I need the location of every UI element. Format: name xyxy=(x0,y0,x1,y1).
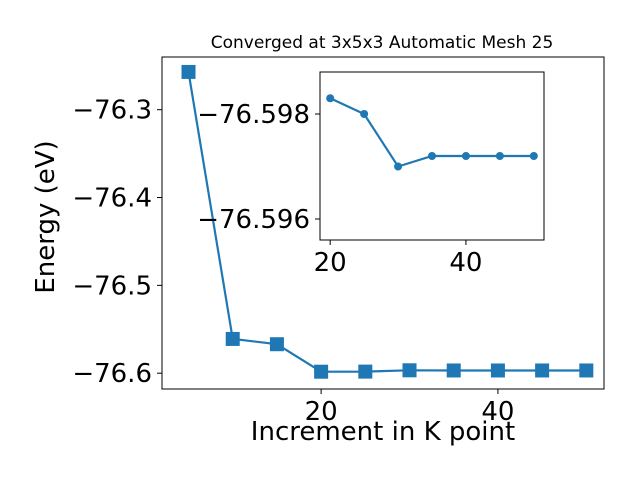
inset-chart: 20 40 −76.598−76.596 xyxy=(197,71,545,278)
main-data-point xyxy=(579,363,594,378)
y-axis-label: Energy (eV) xyxy=(31,140,61,293)
inset-y-axis: −76.598 −76.596 xyxy=(197,100,320,235)
main-series-line xyxy=(187,71,587,373)
main-y-tick-label: −76.3 xyxy=(72,96,152,126)
inset-y-tick-label: −76.596 xyxy=(197,205,310,235)
main-y-axis: −76.3 −76.4 −76.5 −76.6 xyxy=(72,96,162,389)
main-x-tick-label: 20 xyxy=(305,397,338,427)
main-chart: Converged at 3x5x3 Automatic Mesh 25 20 4… xyxy=(31,33,605,447)
x-axis-label: Increment in K point xyxy=(251,417,515,447)
main-data-point xyxy=(225,331,240,346)
inset-data-point xyxy=(495,152,504,160)
main-x-tick-label: 40 xyxy=(481,397,514,427)
main-data-point xyxy=(446,363,461,378)
inset-data-point xyxy=(529,152,538,160)
main-data-point xyxy=(490,363,505,378)
inset-x-tick-label: 20 xyxy=(314,248,347,278)
main-y-tick-label: −76.6 xyxy=(72,359,152,389)
main-data-point xyxy=(181,64,196,79)
main-series-markers xyxy=(181,64,594,379)
main-data-point xyxy=(269,337,284,352)
inset-data-point xyxy=(360,110,369,118)
main-y-tick-label: −76.5 xyxy=(72,271,152,301)
inset-y-tick-label: −76.598 xyxy=(197,100,310,130)
main-data-point xyxy=(402,363,417,378)
main-data-point xyxy=(314,364,329,379)
inset-x-tick-label: 40 xyxy=(449,248,482,278)
main-plot-frame xyxy=(161,56,605,390)
main-data-point xyxy=(358,364,373,379)
inset-data-point xyxy=(461,152,470,160)
main-x-axis: 20 40 xyxy=(305,389,514,427)
inset-data-point xyxy=(394,162,403,171)
inset-data-point xyxy=(326,94,335,103)
chart-title: Converged at 3x5x3 Automatic Mesh 25 xyxy=(211,33,554,53)
inset-x-axis: 20 40 xyxy=(314,240,482,278)
inset-series-markers xyxy=(326,94,538,171)
main-data-point xyxy=(535,363,550,378)
main-y-tick-label: −76.4 xyxy=(72,184,152,214)
inset-data-point xyxy=(428,152,436,160)
